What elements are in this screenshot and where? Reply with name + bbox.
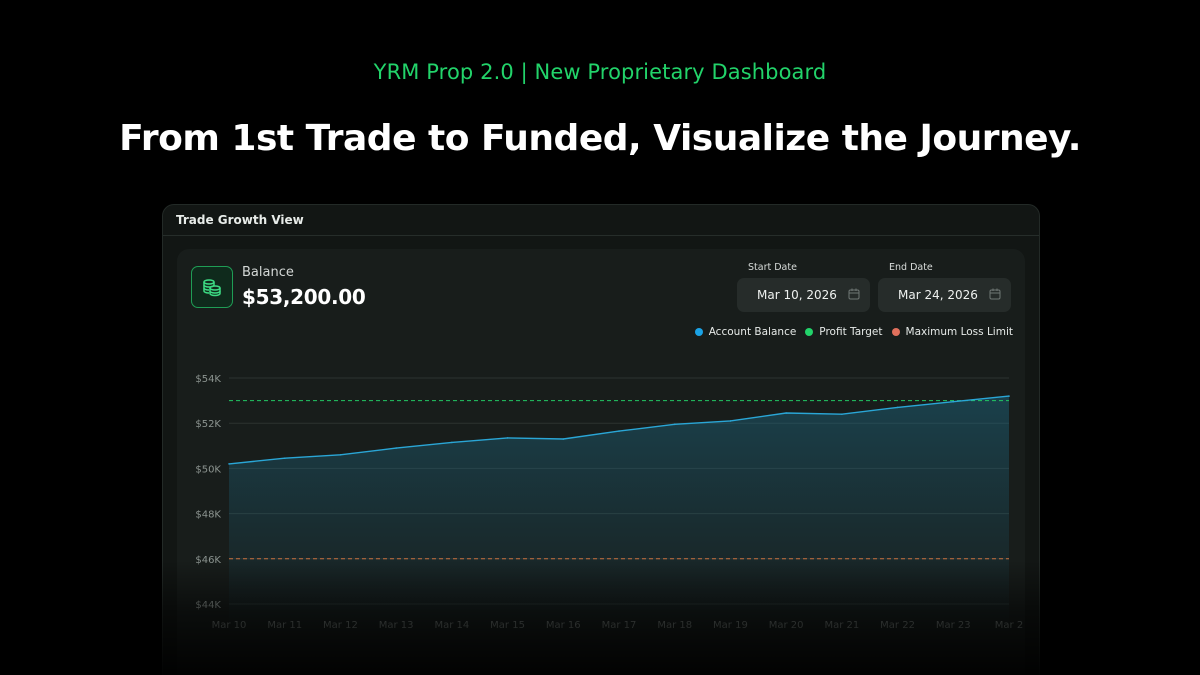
balance-point <box>729 420 732 422</box>
balance-point <box>339 454 342 456</box>
calendar-icon <box>989 288 1001 303</box>
legend-dot <box>891 328 900 336</box>
balance-point <box>896 406 899 409</box>
y-tick-label: $46K <box>195 555 221 566</box>
legend-label: Profit Target <box>819 326 883 338</box>
start-date-value: Mar 10, 2026 <box>757 288 837 302</box>
x-tick-label: Mar 13 <box>379 620 414 631</box>
legend-label: Account Balance <box>708 326 797 338</box>
panel-title: Trade Growth View <box>163 205 1039 236</box>
y-tick-label: $52K <box>195 419 221 430</box>
x-tick-label: Mar 21 <box>824 620 859 631</box>
balance-point <box>618 430 620 432</box>
legend-item-max-loss[interactable]: Maximum Loss Limit <box>891 326 1013 338</box>
balance-label: Balance <box>242 265 294 280</box>
x-tick-label: Mar 10 <box>212 620 247 631</box>
balance-point <box>451 441 453 444</box>
x-tick-label: Mar 18 <box>657 620 692 631</box>
start-date-group: Start Date Mar 10, 2026 <box>737 262 870 312</box>
balance-point <box>673 423 676 426</box>
x-tick-label: Mar 23 <box>936 620 971 631</box>
chart-legend: Account Balance Profit Target Maximum Lo… <box>694 326 1013 338</box>
balance-point <box>395 447 397 449</box>
x-tick-label: Mar 15 <box>490 620 525 631</box>
x-tick-label: Mar 14 <box>434 620 469 631</box>
page-subtitle: YRM Prop 2.0 | New Proprietary Dashboard <box>373 60 827 84</box>
legend-dot <box>805 328 814 336</box>
x-tick-label: Mar 19 <box>713 620 748 631</box>
balance-point <box>841 413 843 415</box>
start-date-label: Start Date <box>748 262 797 273</box>
balance-point <box>228 463 230 465</box>
balance-point <box>952 400 955 403</box>
calendar-icon <box>848 288 860 303</box>
legend-dot <box>694 328 703 336</box>
coins-stack-icon <box>191 266 233 308</box>
trade-growth-panel: Trade Growth View Balance $53,200.00 <box>162 204 1040 675</box>
y-tick-label: $44K <box>195 600 221 611</box>
balance-value: $53,200.00 <box>242 285 366 309</box>
x-tick-label: Mar 20 <box>769 620 804 631</box>
balance-point <box>562 438 565 440</box>
end-date-picker[interactable]: Mar 24, 2026 <box>878 278 1011 312</box>
y-tick-label: $48K <box>195 510 221 521</box>
x-tick-label: Mar 11 <box>267 620 302 631</box>
balance-point <box>785 412 787 414</box>
legend-label: Maximum Loss Limit <box>905 326 1013 338</box>
balance-chart: $54K $52K $50K $48K $46K $44K Mar 10 Mar 11 Mar … <box>195 374 1023 634</box>
x-tick-label: Mar 12 <box>323 620 358 631</box>
y-tick-label: $54K <box>195 374 221 385</box>
page-headline: From 1st Trade to Funded, Visualize the … <box>119 118 1081 159</box>
x-tick-label: Mar 2 <box>995 620 1023 631</box>
legend-item-profit-target[interactable]: Profit Target <box>805 326 883 338</box>
balance-point <box>1008 395 1010 397</box>
x-tick-label: Mar 17 <box>602 620 637 631</box>
legend-item-account-balance[interactable]: Account Balance <box>694 326 797 338</box>
balance-point <box>283 457 286 460</box>
balance-point <box>506 437 509 439</box>
y-tick-label: $50K <box>195 464 221 475</box>
end-date-label: End Date <box>889 262 933 273</box>
end-date-group: End Date Mar 24, 2026 <box>878 262 1011 312</box>
x-tick-label: Mar 16 <box>546 620 581 631</box>
x-tick-label: Mar 22 <box>880 620 915 631</box>
start-date-picker[interactable]: Mar 10, 2026 <box>737 278 870 312</box>
end-date-value: Mar 24, 2026 <box>898 288 978 302</box>
